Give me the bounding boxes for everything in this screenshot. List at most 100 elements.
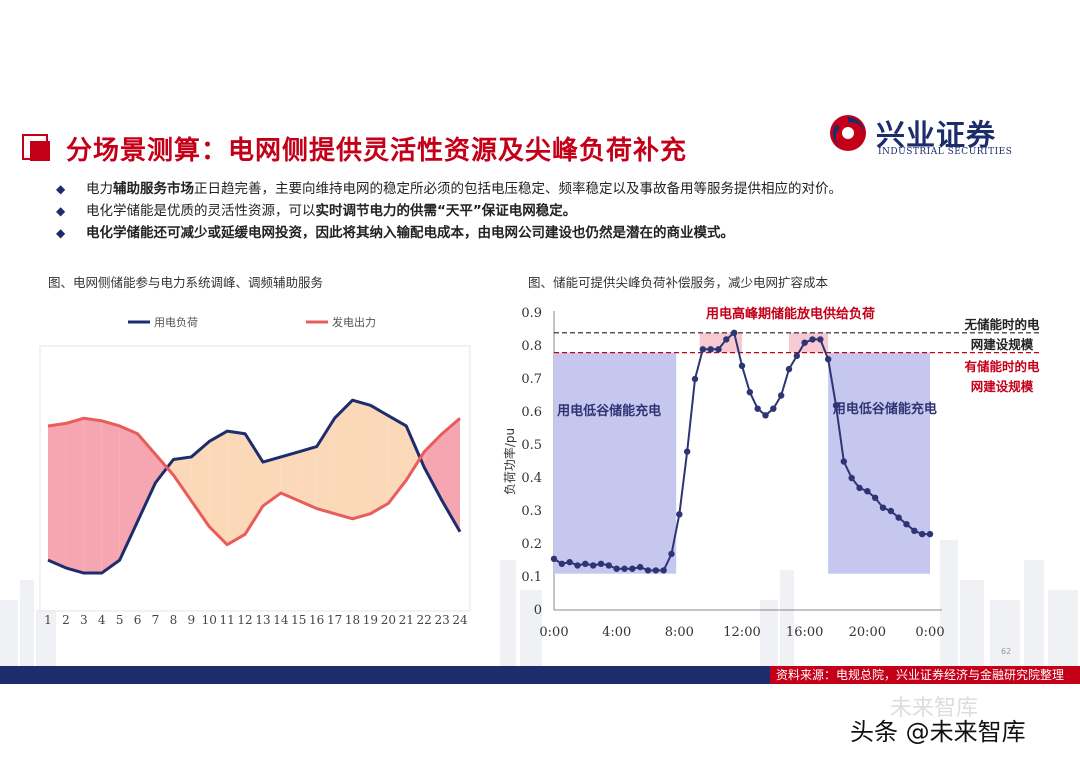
chart1-gap-fill <box>388 415 407 504</box>
chart2-load-point <box>715 346 722 353</box>
chart1-legend-label: 用电负荷 <box>154 315 198 329</box>
chart2-load-point <box>770 405 777 412</box>
chart1-gap-fill <box>155 454 168 483</box>
chart2-peak-label: 用电高峰期储能放电供给负荷 <box>705 306 875 322</box>
chart1-x-tick: 15 <box>291 613 306 627</box>
diamond-bullet-icon: ◆ <box>56 204 66 218</box>
chart1-gap-fill <box>406 425 421 481</box>
chart2-load-point <box>707 346 714 353</box>
chart2-x-tick: 0:00 <box>915 625 944 640</box>
chart2-load-point <box>668 550 675 558</box>
bullet-text: 电力 <box>86 181 113 197</box>
chart2-load-point <box>801 339 808 346</box>
chart1-gap-fill <box>298 446 317 509</box>
chart2-with-storage-label: 网建设规模 <box>971 379 1034 394</box>
chart2-y-tick: 0.3 <box>521 504 542 519</box>
chart2-y-tick: 0.8 <box>521 339 542 354</box>
watermark: 头条 @未来智库 <box>850 718 1026 746</box>
chart2-load-point <box>887 507 895 515</box>
bullet-list: ◆ 电力辅助服务市场正日趋完善，主要向维持电网的稳定所必须的包括电压稳定、频率稳… <box>56 178 1046 244</box>
chart2-load-point <box>777 392 785 399</box>
chart2-load-point <box>809 336 816 343</box>
chart2-y-tick: 0.5 <box>521 438 542 453</box>
chart1-x-tick: 5 <box>116 613 124 627</box>
chart1-x-tick: 17 <box>327 613 342 627</box>
chart2-y-tick: 0.6 <box>521 405 542 420</box>
chart2-load-point <box>926 530 934 538</box>
chart2-load-point <box>652 567 660 574</box>
chart1-caption: 图、电网侧储能参与电力系统调峰、调频辅助服务 <box>48 275 324 290</box>
chart1-x-tick: 2 <box>62 613 70 627</box>
chart1-x-tick: 22 <box>417 613 432 627</box>
chart1-gap-fill <box>173 456 192 501</box>
chart2-x-tick: 8:00 <box>665 625 694 640</box>
bullet-text: 正日趋完善，主要向维持电网的稳定所必须的包括电压稳定、频率稳定以及事故备用等服务… <box>194 181 842 197</box>
chart1-gap-fill <box>83 418 102 574</box>
chart1-x-tick: 4 <box>98 613 106 627</box>
chart1-x-tick: 19 <box>363 613 378 627</box>
chart1-x-tick: 10 <box>202 613 217 627</box>
page-title: 分场景测算：电网侧提供灵活性资源及尖峰负荷补充 <box>66 136 688 166</box>
chart2-load-point <box>605 562 613 569</box>
chart1-x-tick: 23 <box>434 613 449 627</box>
chart2-y-tick: 0.1 <box>521 570 542 585</box>
chart1-gap-fill <box>137 433 156 522</box>
title-square-fill <box>30 141 50 161</box>
bullet-item: ◆ 电力辅助服务市场正日趋完善，主要向维持电网的稳定所必须的包括电压稳定、频率稳… <box>56 178 1046 200</box>
watermark-faint: 未来智库 <box>890 696 979 721</box>
chart1-x-tick: 6 <box>134 613 142 627</box>
chart2-load-point <box>746 389 754 396</box>
chart1-gap-fill <box>209 431 228 545</box>
chart1-gap-fill <box>442 418 460 532</box>
chart2-with-storage-label: 有储能时的电 <box>964 359 1040 374</box>
chart2-y-tick: 0.9 <box>521 306 542 321</box>
chart2-load-point <box>793 352 801 360</box>
chart2-load-point <box>644 567 652 574</box>
chart1-gap-fill <box>424 433 443 501</box>
chart2-load-point <box>785 365 793 373</box>
diamond-bullet-icon: ◆ <box>56 226 66 240</box>
chart2-no-storage-label: 无储能时的电 <box>963 317 1040 332</box>
bullet-item: ◆ 电化学储能是优质的灵活性资源，可以实时调节电力的供需“天平”保证电网稳定。 <box>56 200 1046 222</box>
chart1-x-tick: 18 <box>345 613 360 627</box>
chart1-x-tick: 14 <box>273 613 289 627</box>
chart1-x-tick: 24 <box>452 613 468 627</box>
chart2-load-point <box>730 329 738 336</box>
chart2-load-point <box>629 565 636 572</box>
chart2-load-point <box>895 514 902 521</box>
chart2-load-point <box>903 521 910 528</box>
diamond-bullet-icon: ◆ <box>56 182 66 196</box>
chart2-x-tick: 4:00 <box>602 625 631 640</box>
chart2-load-point <box>613 565 620 572</box>
chart1-gap-fill <box>245 433 263 535</box>
company-logo: 兴业证券 INDUSTRIAL SECURITIES <box>828 112 1018 162</box>
chart2-x-tick: 20:00 <box>849 625 886 640</box>
chart2-load-point <box>550 555 558 563</box>
bullet-text-bold: 辅助服务市场 <box>113 181 194 197</box>
chart2-load-point <box>660 567 667 574</box>
chart1-x-tick: 12 <box>237 613 252 627</box>
chart2-load-point <box>636 563 644 571</box>
chart2-caption: 图、储能可提供尖峰负荷补偿服务，减少电网扩容成本 <box>528 275 829 290</box>
chart1-gap-fill <box>280 451 299 501</box>
chart2-load-point <box>879 504 887 511</box>
page-number: 62 <box>1001 647 1012 656</box>
chart1-x-tick: 1 <box>44 613 52 627</box>
chart2-load-point <box>840 458 848 465</box>
chart2-load-point <box>574 562 581 569</box>
chart1-x-tick: 20 <box>381 613 396 627</box>
chart1-plot-frame <box>39 345 471 612</box>
chart1-x-tick: 16 <box>309 613 324 627</box>
chart2-load-point <box>683 448 691 455</box>
chart2-y-tick: 0 <box>534 603 542 618</box>
chart1-gap-fill <box>352 400 371 519</box>
chart1-x-tick: 21 <box>399 613 414 627</box>
chart1-x-tick: 13 <box>255 613 270 627</box>
chart1-gap-fill <box>370 405 389 514</box>
chart2-load-point <box>754 405 761 412</box>
chart2-valley-label: 用电低谷储能充电 <box>556 403 661 419</box>
chart1-gap-fill <box>119 425 138 561</box>
